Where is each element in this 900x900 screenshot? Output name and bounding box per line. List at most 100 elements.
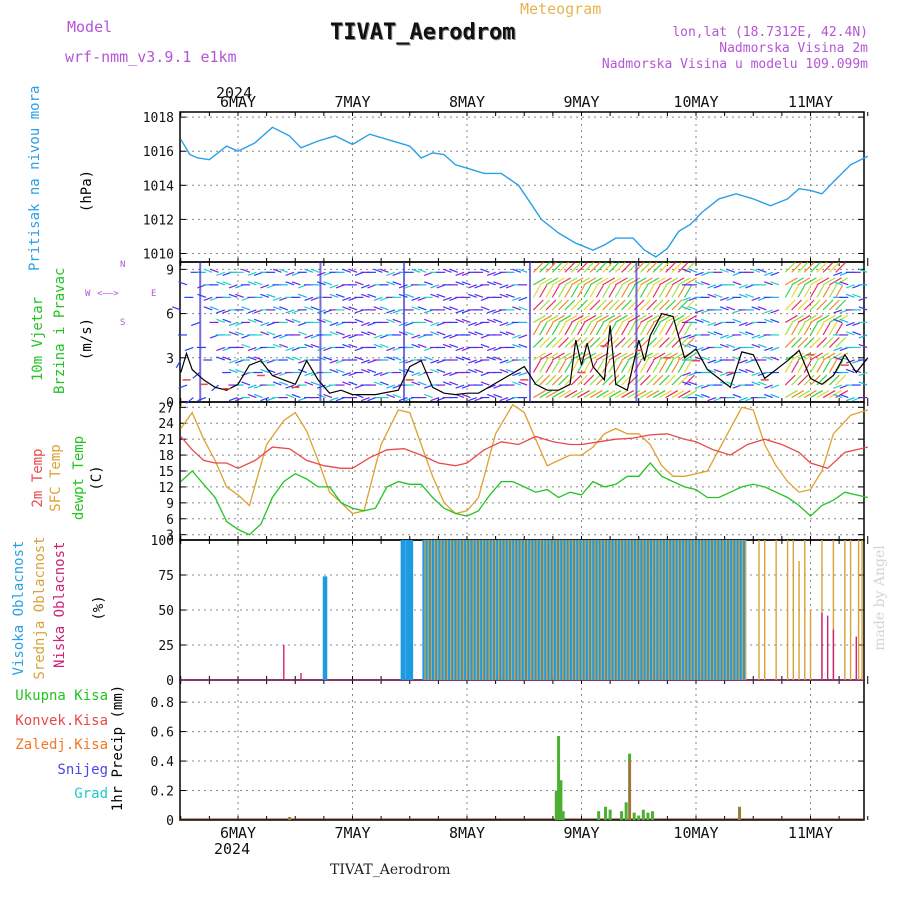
wind-arrow xyxy=(764,346,773,352)
cloud-high-bar xyxy=(669,540,672,680)
year-top: 2024 xyxy=(216,84,253,102)
cloud-mid-bar xyxy=(684,540,686,680)
wind-arrow xyxy=(304,371,314,377)
wind-arrow xyxy=(298,331,307,336)
cloud-high-bar xyxy=(492,540,496,680)
wind-arrow xyxy=(411,334,421,339)
wind-arrow xyxy=(178,281,188,286)
cloud-high-bar xyxy=(550,540,553,680)
wind-arrow xyxy=(809,360,819,373)
wind-arrow xyxy=(533,314,546,323)
wind-arrow xyxy=(285,393,295,399)
wind-arrow xyxy=(658,374,670,386)
precip-total-bar xyxy=(624,802,628,820)
wind-arrow xyxy=(551,374,563,386)
wind-vector-field xyxy=(172,261,868,404)
wind-arrow xyxy=(499,293,509,298)
wind-arrow xyxy=(791,314,805,323)
cloud-mid-bar xyxy=(642,540,644,680)
wind-arrow xyxy=(468,331,477,336)
wind-arrow xyxy=(532,360,541,373)
wind-arrow xyxy=(816,337,828,348)
wind-arrow xyxy=(417,343,427,349)
wind-arrow xyxy=(677,337,689,348)
cloud-mid-bar xyxy=(639,540,641,680)
wind-arrow xyxy=(791,277,805,286)
wind-arrow xyxy=(442,343,452,349)
cloud-high-bar xyxy=(402,540,406,680)
wind-arrow xyxy=(455,271,465,276)
cloud-mid-bar xyxy=(652,540,654,680)
wind-arrow xyxy=(671,374,683,386)
precip-convective-bar xyxy=(289,817,291,820)
wind-arrow xyxy=(291,318,301,323)
wind-compass: W E N S <——> xyxy=(85,258,156,328)
wind-arrow xyxy=(803,284,812,298)
wind-arrow xyxy=(784,337,796,348)
cloud-mid-bar xyxy=(735,540,737,680)
wind-arrow xyxy=(405,368,414,374)
wind-arrow xyxy=(583,299,595,311)
wind-arrow xyxy=(298,368,307,374)
wind-arrow xyxy=(751,381,761,386)
wind-arrow xyxy=(285,346,295,352)
wind-arrow xyxy=(595,322,604,336)
temp-2m-line xyxy=(180,433,868,470)
wind-arrow xyxy=(816,314,830,323)
wind-arrow xyxy=(209,306,219,311)
wind-arrow xyxy=(845,293,855,298)
wind-arrow xyxy=(816,360,825,373)
cloud-mid-bar xyxy=(655,540,657,680)
wind-arrow xyxy=(367,293,377,298)
wind-arrow xyxy=(211,384,219,392)
cloud-high-bar xyxy=(401,540,404,680)
cloud-high-bar xyxy=(698,540,701,680)
wind-arrow xyxy=(719,296,729,302)
wind-arrow xyxy=(386,271,396,276)
wind-arrow xyxy=(589,314,603,323)
wind-arrow xyxy=(570,314,584,323)
wind-arrow xyxy=(738,293,748,298)
wind-arrow xyxy=(589,374,601,386)
wind-arrow xyxy=(852,293,862,298)
wind-arrow xyxy=(614,284,623,298)
wind-arrow xyxy=(810,314,823,323)
wind-arrow xyxy=(361,293,370,298)
model-name: wrf-nmm_v3.9.1 e1km xyxy=(65,48,237,66)
wind-arrow xyxy=(791,352,805,361)
wind-arrow xyxy=(684,322,693,336)
wind-arrow xyxy=(423,318,433,323)
wind-arrow xyxy=(684,284,693,298)
y-tick-label: 9 xyxy=(166,263,174,278)
wind-arrow xyxy=(858,306,868,311)
wind-arrow xyxy=(247,393,257,399)
wind-arrow xyxy=(545,337,557,348)
legend-convective-rain: Konvek.Kisa xyxy=(15,712,108,729)
wind-arrow xyxy=(241,343,251,349)
wind-arrow xyxy=(688,343,698,349)
wind-arrow xyxy=(505,368,515,374)
wind-arrow xyxy=(839,281,849,286)
wind-arrow xyxy=(570,322,579,336)
cloud-high-bar xyxy=(476,540,480,680)
wind-arrow xyxy=(803,374,815,386)
wind-arrow xyxy=(558,374,569,386)
wind-arrow xyxy=(304,343,314,349)
wind-arrow xyxy=(627,277,641,286)
wind-arrow xyxy=(845,284,855,289)
wind-arrow xyxy=(291,356,301,361)
cloud-mid-bar xyxy=(450,540,452,680)
wind-arrow xyxy=(564,314,578,323)
cloud-mid-bar xyxy=(578,540,580,680)
wind-arrow xyxy=(474,331,484,336)
wind-arrow xyxy=(614,261,626,273)
wind-arrow xyxy=(810,352,823,361)
wind-arrow xyxy=(621,352,634,361)
wind-arrow xyxy=(564,322,573,336)
wind-arrow xyxy=(279,268,289,273)
wind-arrow xyxy=(558,277,572,286)
precip-total-bar xyxy=(604,806,608,820)
wind-arrow xyxy=(272,296,282,302)
wind-arrow xyxy=(858,371,868,377)
wind-arrow xyxy=(247,309,257,314)
